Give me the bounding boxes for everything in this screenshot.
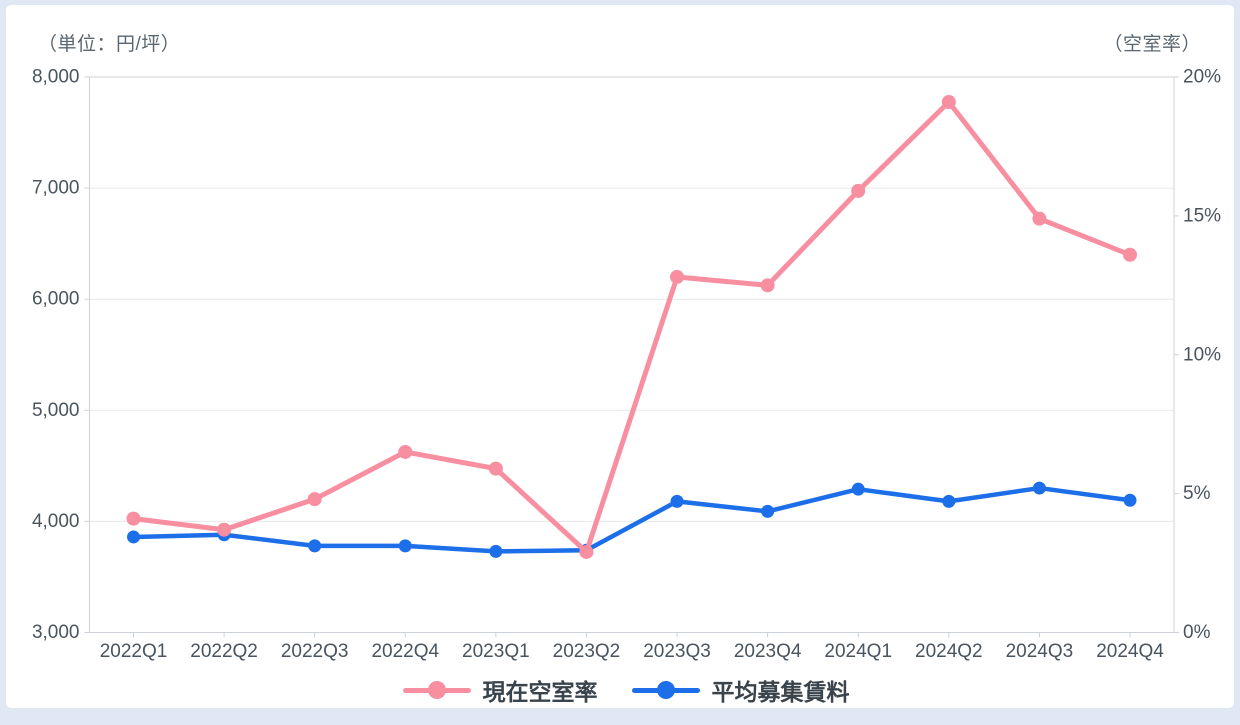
vacancy-rate-point-2023Q2[interactable] [579, 544, 594, 559]
right-axis-tick-label: 10% [1183, 344, 1221, 365]
asking-rent-point-2024Q3[interactable] [1032, 481, 1046, 495]
left-axis-tick-label: 6,000 [32, 289, 80, 310]
vacancy-rate-legend-marker [402, 680, 471, 700]
x-axis-tick-label: 2023Q1 [462, 641, 530, 662]
x-axis-tick-label: 2024Q2 [915, 641, 983, 662]
x-axis-tick-label: 2024Q3 [1006, 641, 1074, 662]
left-axis-tick-label: 3,000 [32, 622, 80, 643]
x-axis-tick-label: 2024Q1 [824, 641, 892, 662]
vacancy-rate-point-2023Q3[interactable] [670, 269, 685, 284]
asking-rent-point-2024Q2[interactable] [942, 494, 956, 508]
left-axis-tick-label: 7,000 [32, 178, 80, 199]
left-axis-tick-label: 8,000 [32, 67, 80, 88]
vacancy-rate-point-2022Q1[interactable] [126, 511, 141, 526]
vacancy-rate-point-2024Q2[interactable] [941, 94, 956, 109]
right-axis-tick-label: 5% [1183, 483, 1211, 504]
right-axis-tick-label: 20% [1183, 67, 1221, 88]
vacancy-rate-point-2024Q4[interactable] [1123, 247, 1137, 262]
vacancy-rate-point-2022Q2[interactable] [217, 522, 232, 537]
left-axis-tick-label: 4,000 [32, 511, 80, 532]
asking-rent-point-2024Q4[interactable] [1123, 493, 1137, 507]
vacancy-rate-point-2024Q3[interactable] [1032, 211, 1047, 226]
asking-rent-line [131, 485, 1133, 554]
vacancy-rate-point-2023Q1[interactable] [488, 461, 503, 476]
x-axis-tick-label: 2023Q4 [734, 641, 802, 662]
vacancy-rate-point-2022Q4[interactable] [398, 444, 413, 459]
vacancy-rate-point-2024Q1[interactable] [851, 183, 866, 198]
x-axis-tick-label: 2023Q2 [553, 641, 621, 662]
dual-axis-line-chart: 8,000 7,000 6,000 5,000 4,000 3,000 20% 15% 10% 5… [32, 67, 1221, 663]
left-axis-tick-label: 5,000 [32, 400, 80, 421]
asking-rent-legend-marker [631, 680, 700, 700]
legend-item-vacancy-rate[interactable]: 現在空室率 [402, 673, 598, 707]
asking-rent-point-2023Q4[interactable] [761, 504, 775, 518]
right-axis-tick-label: 0% [1183, 622, 1211, 643]
x-axis-tick-label: 2022Q4 [371, 641, 439, 662]
x-axis-tick-label: 2022Q1 [100, 641, 168, 662]
legend-item-asking-rent[interactable]: 平均募集賃料 [631, 673, 850, 707]
plot-frame [89, 76, 1175, 633]
asking-rent-point-2024Q1[interactable] [851, 482, 865, 496]
chart-card: （単位：円/坪） （空室率） 8,000 7,000 6,000 5,000 4,000… [5, 4, 1235, 709]
right-axis-tick-label: 15% [1183, 205, 1221, 226]
left-axis-unit-label: （単位：円/坪） [38, 34, 181, 55]
asking-rent-point-2023Q1[interactable] [489, 544, 503, 558]
x-axis-tick-label: 2022Q3 [281, 641, 349, 662]
vacancy-rate-point-2022Q3[interactable] [307, 492, 322, 507]
x-axis-tick-label: 2023Q3 [643, 641, 711, 662]
asking-rent-point-2022Q3[interactable] [308, 539, 322, 553]
legend-label-asking-rent: 平均募集賃料 [711, 679, 850, 705]
chart-legend: 現在空室率 平均募集賃料 [6, 673, 1240, 707]
right-axis-unit-label: （空室率） [1103, 34, 1201, 55]
x-axis-tick-label: 2024Q4 [1096, 641, 1164, 662]
x-axis-tick-label: 2022Q2 [190, 641, 258, 662]
asking-rent-point-2022Q1[interactable] [127, 530, 140, 544]
vacancy-rate-line [131, 99, 1133, 555]
legend-label-vacancy-rate: 現在空室率 [482, 679, 598, 705]
vacancy-rate-point-2023Q4[interactable] [760, 278, 775, 293]
asking-rent-point-2022Q4[interactable] [398, 539, 412, 553]
asking-rent-point-2023Q3[interactable] [670, 494, 684, 508]
